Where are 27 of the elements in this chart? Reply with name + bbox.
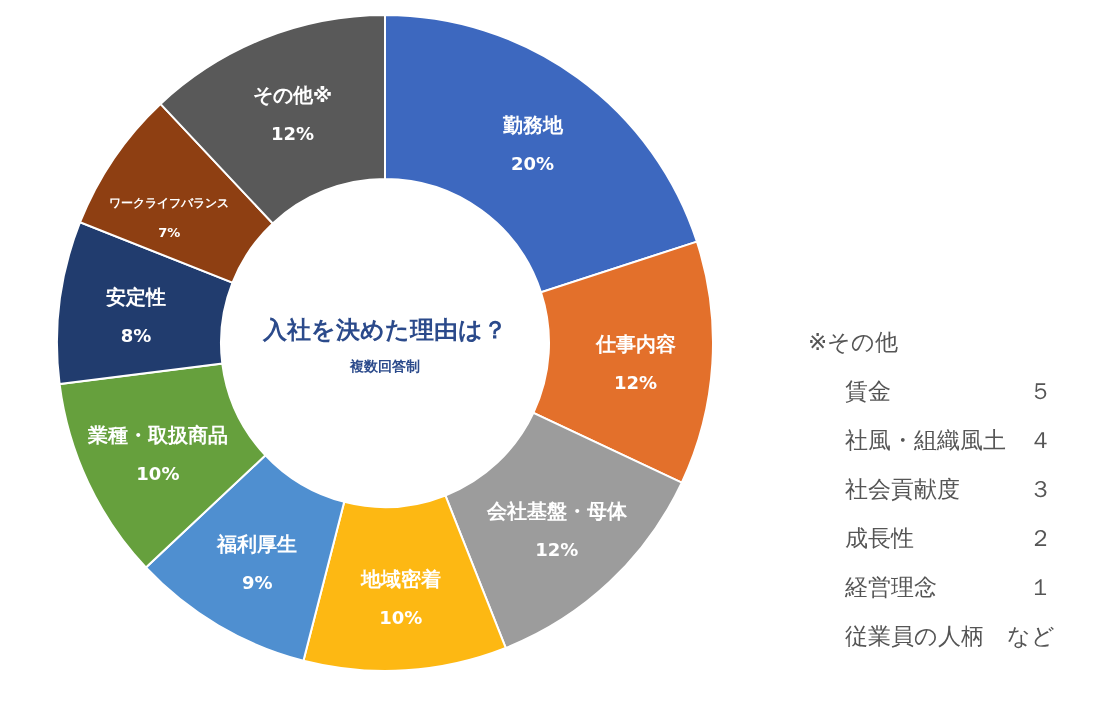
data-label: 10% bbox=[136, 462, 180, 484]
slice-label: ワークライフバランス bbox=[109, 195, 230, 210]
slice-label: 会社基盤・母体 bbox=[485, 498, 628, 523]
text: 複数回答制 bbox=[349, 358, 420, 374]
data-label: 12% bbox=[535, 538, 579, 560]
text: 社風・組織風土 ４ bbox=[845, 427, 1052, 453]
data-label: 8% bbox=[120, 324, 152, 346]
text: 成長性 ２ bbox=[845, 525, 1052, 551]
text: 経営理念 １ bbox=[844, 574, 1052, 600]
data-label: 12% bbox=[271, 122, 315, 144]
text: 社会貢献度 ３ bbox=[845, 476, 1052, 502]
slice-label: その他※ bbox=[252, 82, 333, 107]
slice-label: 仕事内容 bbox=[594, 331, 676, 356]
data-label: 10% bbox=[379, 606, 423, 628]
slice-label: 勤務地 bbox=[501, 112, 564, 137]
slice-label: 福利厚生 bbox=[216, 532, 298, 557]
data-label: 7% bbox=[158, 224, 181, 240]
text: 賃金 ５ bbox=[845, 378, 1052, 404]
data-label: 9% bbox=[241, 572, 273, 594]
text: ※その他 bbox=[808, 329, 899, 355]
slice-label: 地域密着 bbox=[359, 566, 441, 591]
text: 入社を決めた理由は？ bbox=[262, 316, 507, 344]
data-label: 12% bbox=[613, 371, 658, 393]
slice-label: 安定性 bbox=[105, 284, 166, 309]
data-label: 20% bbox=[510, 152, 555, 174]
slice-label: 業種・取扱商品 bbox=[86, 422, 228, 447]
text: 従業員の人柄 など bbox=[845, 623, 1055, 649]
